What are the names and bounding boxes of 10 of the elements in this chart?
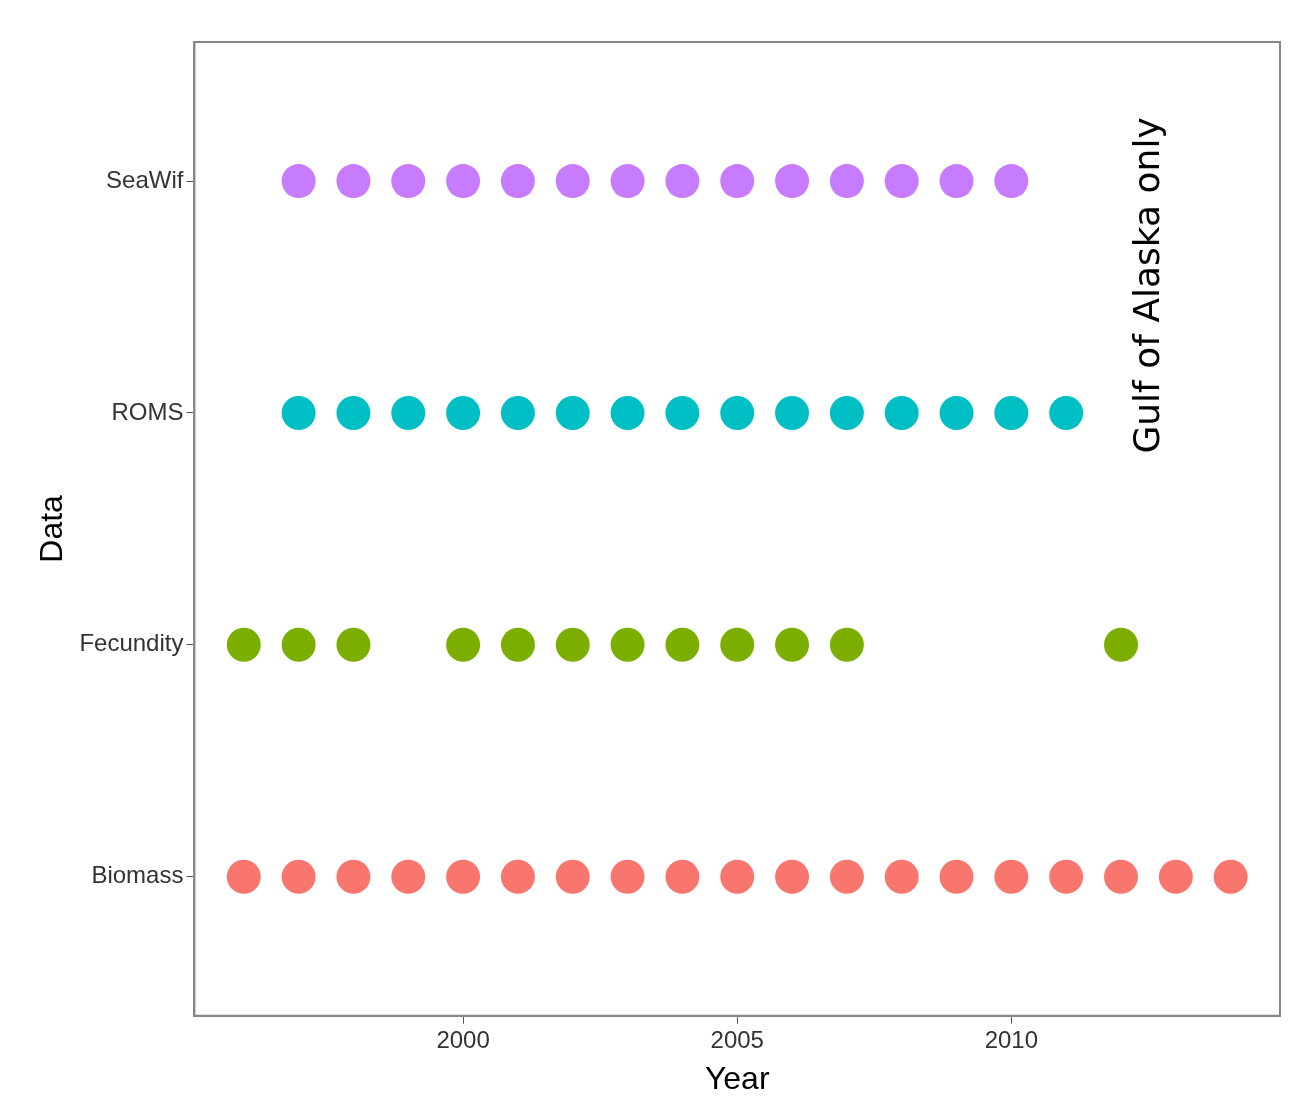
x-tick-label: 2000 <box>436 1025 490 1053</box>
x-tick-label: 2010 <box>984 1025 1039 1053</box>
y-tick-label: ROMS <box>111 397 184 425</box>
x-axis-title: Year <box>704 1059 770 1096</box>
y-axis-title: Data <box>33 494 70 563</box>
y-tick-label: Biomass <box>91 861 184 889</box>
annotation: Gulf of Alaska only <box>1126 117 1168 454</box>
y-tick-label: Fecundity <box>79 629 184 657</box>
x-tick-label: 2005 <box>710 1025 764 1053</box>
y-tick-label: SeaWif <box>106 165 184 193</box>
